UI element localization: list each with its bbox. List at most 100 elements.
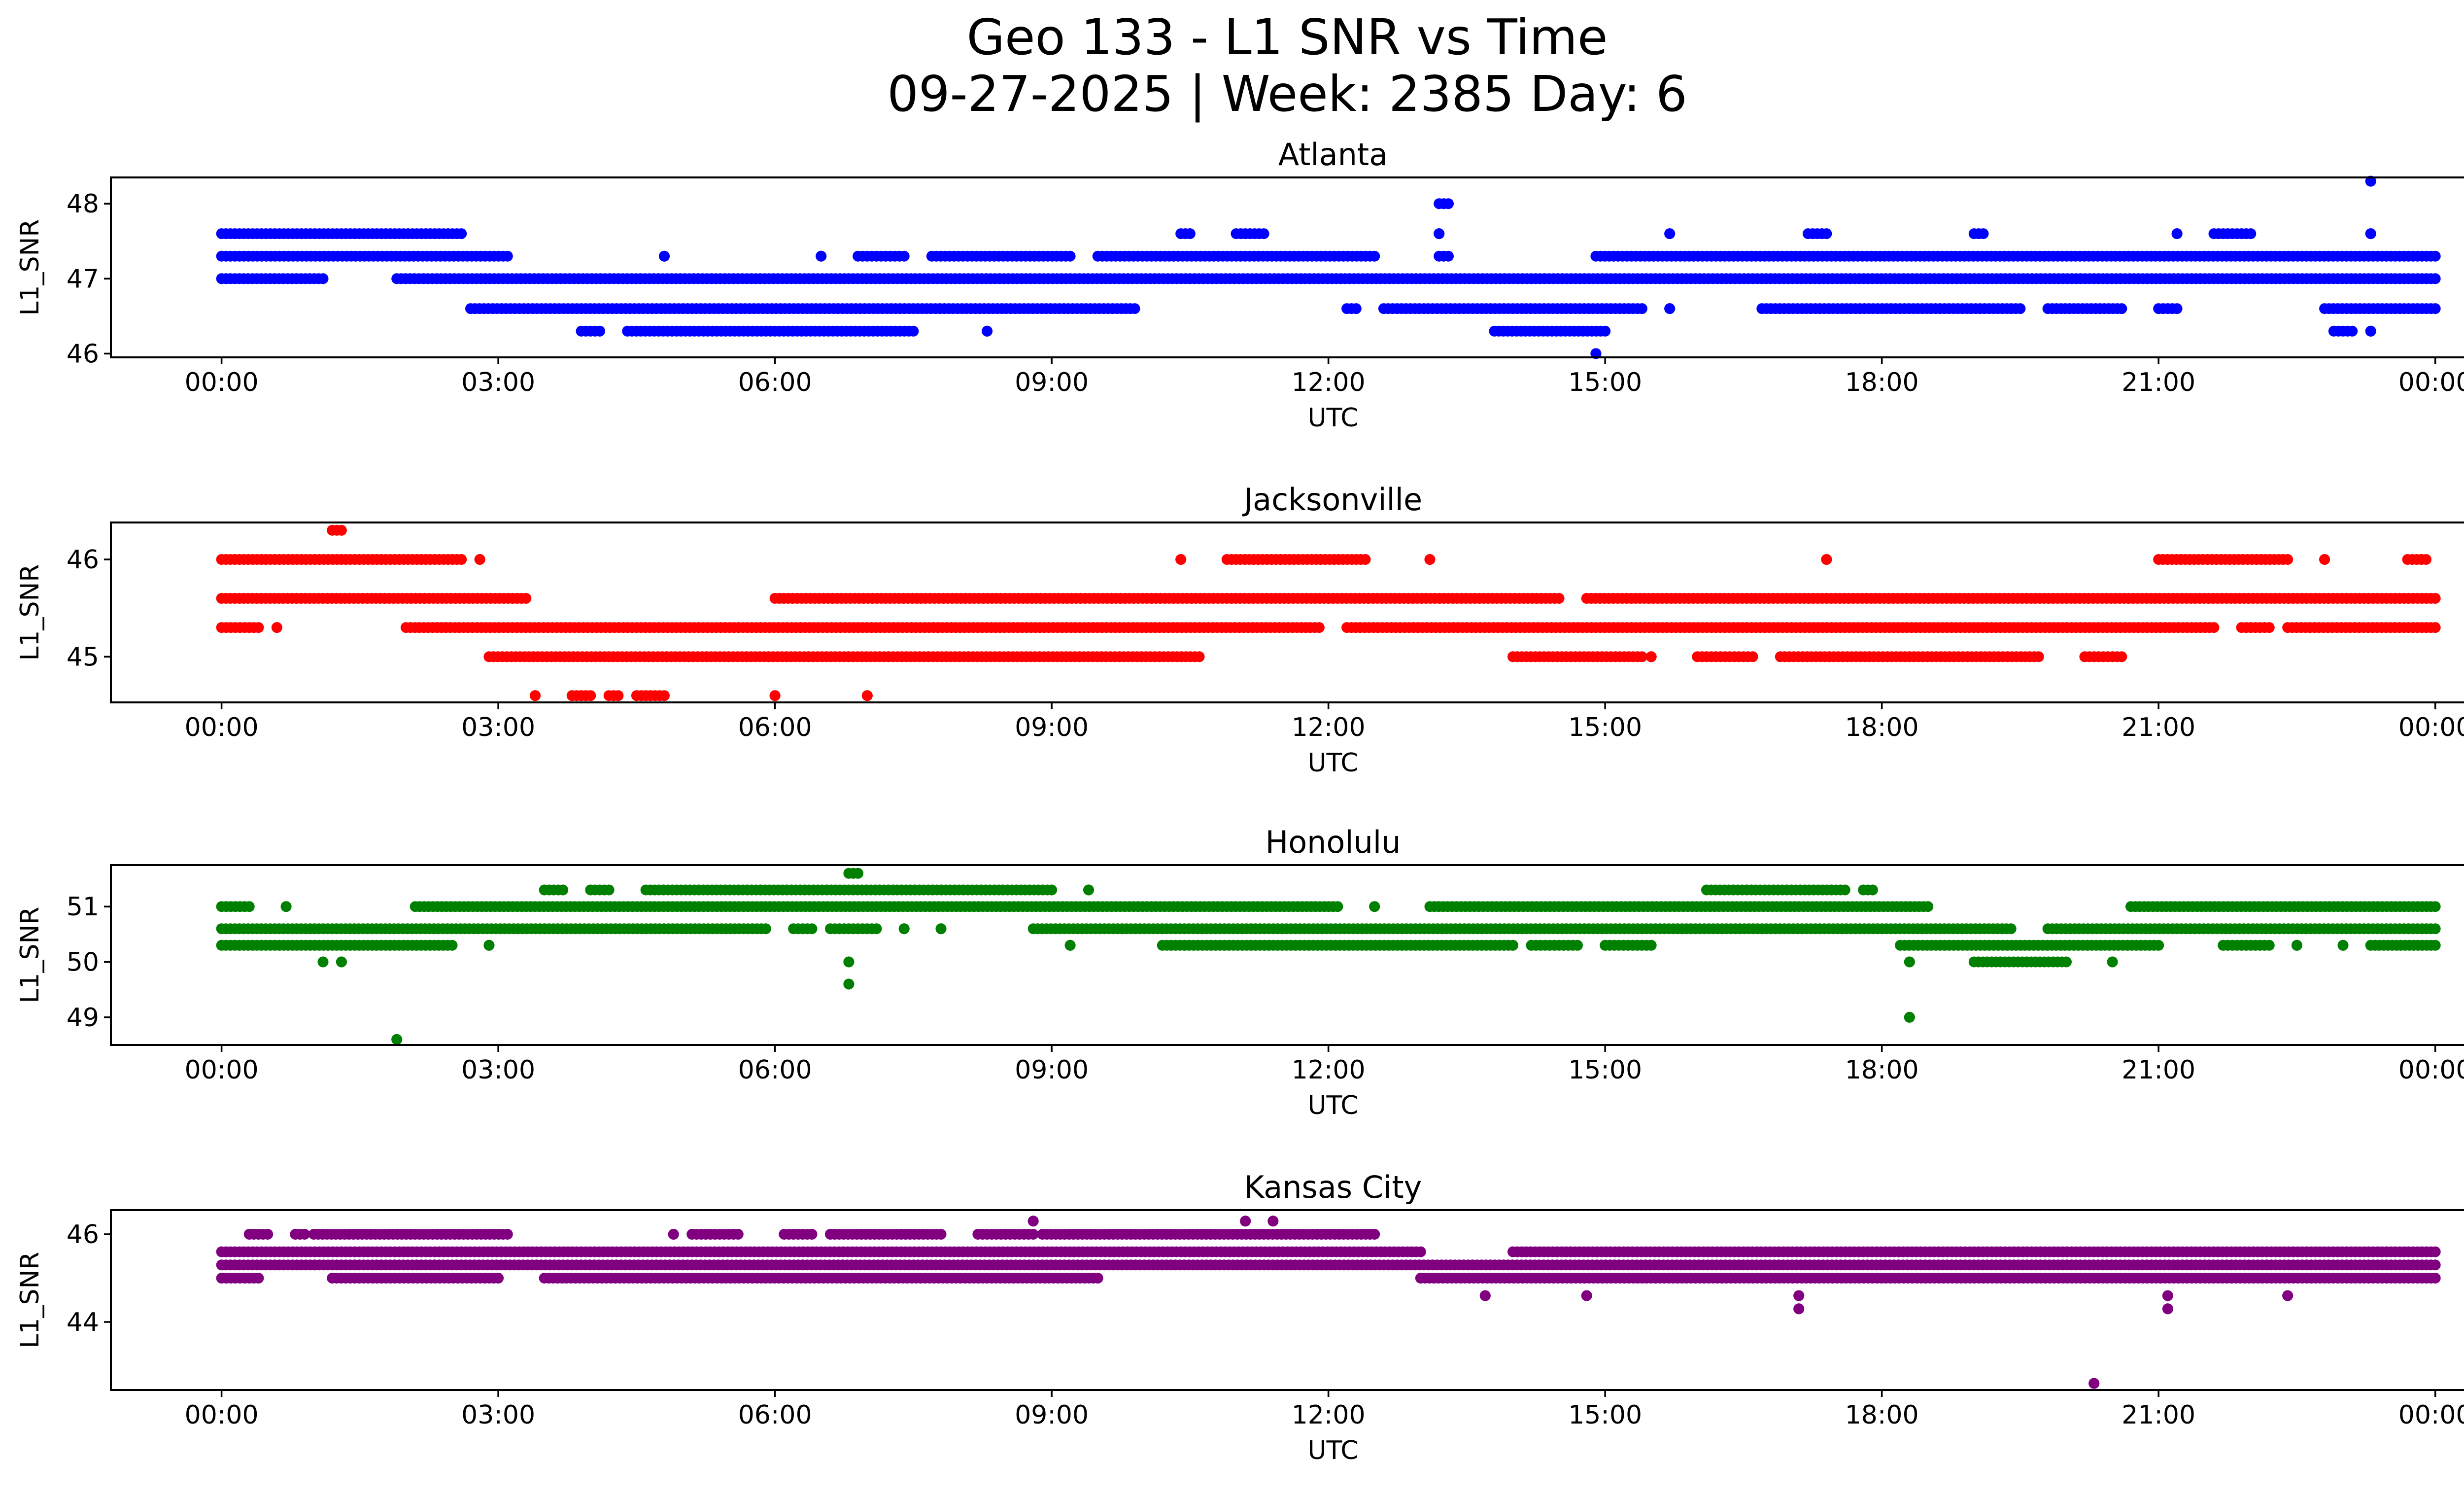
- plot-frame-1: [110, 522, 2464, 703]
- data-point-0-0-0-64: [502, 250, 513, 262]
- data-point-0-4-5-1: [2365, 325, 2376, 337]
- data-point-0-0-5-62: [1369, 250, 1380, 262]
- data-point-2-2-3-79: [1507, 939, 1518, 951]
- data-point-2-2-2-1: [1064, 939, 1076, 951]
- data-point-2-1-0-6: [243, 901, 255, 912]
- data-point-0-2-3-1: [1664, 303, 1676, 314]
- subplot-title-1: Jacksonville: [1242, 482, 1422, 518]
- data-point-2-4-1-1: [336, 956, 347, 968]
- data-point-2-4-3-1: [1904, 956, 1915, 968]
- data-point-2-7-0-1: [1904, 1011, 1915, 1023]
- x-tick-label-2-1: 03:00: [461, 1055, 535, 1085]
- data-point-1-5-4-1: [769, 690, 781, 701]
- data-points-3: [216, 1216, 2441, 1389]
- data-point-0-3-5-4: [1821, 228, 1832, 240]
- data-point-1-2-0-54: [456, 554, 467, 565]
- x-tick-label-2-4: 12:00: [1292, 1055, 1366, 1085]
- data-points-2: [216, 868, 2441, 1045]
- data-point-0-2-4-58: [2015, 303, 2026, 314]
- data-point-2-2-8-1: [2291, 939, 2302, 951]
- x-tick-label-1-4: 12:00: [1292, 713, 1366, 742]
- data-point-0-3-8-8: [2245, 228, 2257, 240]
- data-point-1-1-1-1: [271, 622, 282, 633]
- data-point-3-0-0-499: [2430, 1259, 2441, 1271]
- x-tick-label-1-6: 18:00: [1845, 713, 1919, 742]
- x-tick-label-0-3: 09:00: [1015, 368, 1089, 397]
- subplot-title-0: Atlanta: [1278, 137, 1388, 173]
- x-tick-label-2-3: 09:00: [1015, 1055, 1089, 1085]
- data-point-1-5-1-4: [585, 690, 596, 701]
- data-point-1-1-2-206: [1313, 622, 1325, 633]
- data-point-0-0-4-31: [1064, 250, 1076, 262]
- data-point-0-0-2-1: [816, 250, 827, 262]
- y-tick-label-0-2: 48: [67, 189, 99, 219]
- data-point-0-3-3-1: [1434, 228, 1445, 240]
- data-point-1-2-2-1: [1175, 554, 1187, 565]
- data-point-1-2-3-31: [1360, 554, 1371, 565]
- x-tick-label-1-3: 09:00: [1015, 713, 1089, 742]
- data-point-2-2-10-15: [2430, 939, 2441, 951]
- plot-frame-0: [110, 176, 2464, 358]
- x-tick-label-2-0: 00:00: [185, 1055, 259, 1085]
- figure-title-line-2: 09-27-2025 | Week: 2385 Day: 6: [887, 65, 1687, 123]
- y-tick-label-1-0: 45: [67, 642, 99, 672]
- data-point-0-6-0-2: [1443, 198, 1454, 209]
- data-point-0-3-0-54: [456, 228, 467, 240]
- y-tick-label-0-0: 46: [67, 339, 99, 369]
- data-point-0-3-7-1: [2171, 228, 2183, 240]
- data-point-3-1-0-270: [1415, 1246, 1426, 1257]
- x-tick-label-2-5: 15:00: [1568, 1055, 1642, 1085]
- data-point-2-3-4-31: [1839, 884, 1850, 896]
- data-point-0-1-1-460: [2430, 273, 2441, 284]
- data-point-1-2-4-1: [1424, 554, 1436, 565]
- x-tick-label-0-1: 03:00: [461, 368, 535, 397]
- data-point-0-3-1-2: [1184, 228, 1196, 240]
- y-axis-label-1: L1_SNR: [15, 564, 45, 661]
- data-point-0-7-0-1: [2365, 175, 2376, 187]
- data-point-2-4-4-21: [2061, 956, 2072, 968]
- x-tick-label-1-8: 00:00: [2398, 713, 2464, 742]
- figure-title-line-1: Geo 133 - L1 SNR vs Time: [967, 8, 1608, 66]
- data-point-1-2-6-29: [2282, 554, 2293, 565]
- x-tick-label-0-0: 00:00: [185, 368, 259, 397]
- data-point-2-0-2-10: [871, 923, 882, 935]
- x-tick-label-2-6: 18:00: [1845, 1055, 1919, 1085]
- data-point-0-4-4-4: [2347, 325, 2358, 337]
- x-tick-label-1-5: 15:00: [1568, 713, 1642, 742]
- data-point-2-4-2-1: [843, 956, 855, 968]
- data-point-0-3-6-2: [1978, 228, 1989, 240]
- data-point-0-4-2-1: [982, 325, 993, 337]
- y-tick-label-1-1: 46: [67, 545, 99, 575]
- data-point-2-1-1-1: [280, 901, 292, 912]
- x-tick-label-1-0: 00:00: [185, 713, 259, 742]
- data-point-1-0-1-177: [1553, 592, 1565, 604]
- x-tick-label-1-7: 21:00: [2122, 713, 2195, 742]
- y-tick-label-2-2: 51: [67, 892, 99, 922]
- data-point-2-1-4-112: [1922, 901, 1934, 912]
- data-point-1-0-0-69: [520, 592, 532, 604]
- data-point-2-2-0-52: [446, 939, 458, 951]
- data-point-2-0-1-4: [806, 923, 818, 935]
- x-tick-label-0-7: 21:00: [2122, 368, 2195, 397]
- y-tick-label-0-1: 47: [67, 264, 99, 294]
- data-point-1-3-5-8: [2116, 651, 2127, 662]
- data-point-1-3-1-29: [1637, 651, 1647, 662]
- data-point-0-5-0-1: [1590, 348, 1602, 359]
- data-point-2-2-4-10: [1572, 939, 1583, 951]
- x-tick-label-0-4: 12:00: [1292, 368, 1366, 397]
- data-point-2-0-0-123: [760, 923, 771, 935]
- data-point-1-3-0-160: [1194, 651, 1205, 662]
- data-point-1-3-2-1: [1645, 651, 1657, 662]
- data-point-0-4-0-4: [594, 325, 605, 337]
- data-point-0-0-6-2: [1443, 250, 1454, 262]
- data-point-2-2-9-1: [2337, 939, 2349, 951]
- data-point-1-1-4-6: [2263, 622, 2275, 633]
- data-points-0: [216, 175, 2441, 359]
- data-point-2-4-0-1: [317, 956, 329, 968]
- x-tick-label-0-6: 18:00: [1845, 368, 1919, 397]
- data-point-1-1-0-8: [253, 622, 264, 633]
